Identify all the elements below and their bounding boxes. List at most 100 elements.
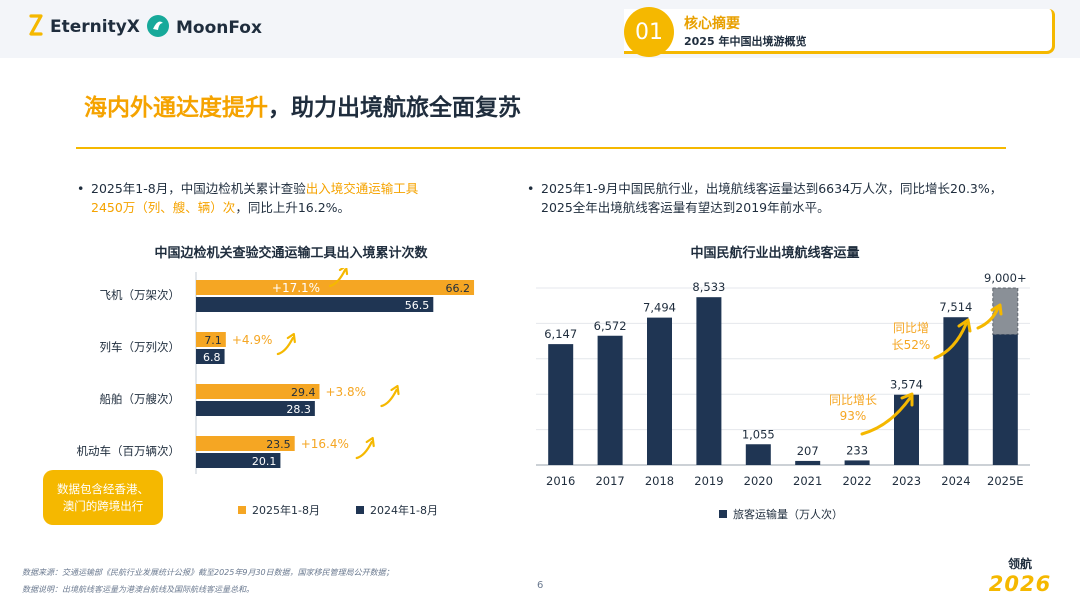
bar-2024	[196, 453, 281, 468]
growth-annotation-line-1: 同比增长	[829, 393, 877, 407]
bar	[992, 334, 1018, 465]
category-label: 列车（万列次）	[100, 340, 181, 354]
growth-arrow-stem	[976, 306, 1000, 330]
brand-mark: 领航 2026	[976, 555, 1064, 596]
bar	[647, 317, 672, 465]
growth-annotation: +4.9%	[232, 333, 273, 347]
left-legend-item-2025: 2025年1-8月	[238, 502, 320, 518]
data-label: 20.1	[252, 455, 277, 468]
data-label: 23.5	[266, 438, 291, 451]
right-bullet: • 2025年1-9月中国民航行业，出境航线客运量达到6634万人次，同比增长2…	[527, 179, 1041, 217]
growth-arrow-stem	[860, 396, 912, 436]
growth-arrow	[380, 384, 400, 408]
growth-arrow	[860, 392, 914, 436]
growth-annotation-line-1: 同比增	[893, 321, 929, 335]
growth-annotation-line-2: 长52%	[892, 338, 931, 352]
section-title: 核心摘要	[684, 16, 740, 32]
footer-source: 数据来源：交通运输部《民航行业发展统计公报》截至2025年9月30日数据，国家移…	[22, 568, 394, 577]
data-label: 7,494	[643, 301, 676, 315]
bar-2025	[196, 332, 226, 347]
right-bullet-line-1: 2025年1-9月中国民航行业，出境航线客运量达到6634万人次，同比增长20.…	[541, 181, 1003, 196]
moonfox-logo-text: MoonFox	[176, 18, 262, 38]
bar	[597, 335, 623, 465]
data-label: 66.2	[446, 282, 471, 295]
growth-arrow-stem	[933, 322, 968, 360]
growth-arrow	[276, 332, 296, 356]
growth-arrow	[933, 318, 972, 360]
x-tick-label: 2025E	[987, 474, 1024, 488]
category-label: 机动车（百万辆次）	[77, 444, 181, 458]
bullet-dot: •	[77, 181, 85, 196]
note-callout: 数据包含经香港、 澳门的跨境出行	[43, 470, 163, 525]
data-label: 9,000+	[984, 271, 1027, 285]
data-label: 1,055	[742, 427, 775, 441]
left-bullet-line-2: 2450万（列、艘、辆）次，同比上升16.2%。	[91, 200, 351, 215]
x-tick-label: 2018	[645, 474, 674, 488]
legend-swatch-orange	[238, 506, 246, 514]
legend-swatch-navy	[719, 510, 727, 518]
page-title-highlight: 海内外通达度提升	[84, 95, 268, 121]
bar-2024	[196, 349, 225, 364]
growth-arrow-head	[365, 436, 375, 448]
x-tick-label: 2016	[546, 474, 575, 488]
right-legend-item: 旅客运输量（万人次）	[719, 506, 843, 522]
category-label: 飞机（万架次）	[100, 288, 181, 302]
page-title-rest: ，助力出境航旅全面复苏	[268, 95, 521, 121]
data-label: 6,572	[594, 319, 627, 333]
bar	[795, 460, 821, 465]
x-tick-label: 2021	[793, 474, 822, 488]
growth-arrow-head	[957, 318, 972, 333]
left-legend-item-2024: 2024年1-8月	[356, 502, 438, 518]
x-tick-label: 2022	[842, 474, 871, 488]
growth-annotation: +17.1%	[272, 281, 320, 295]
x-tick-label: 2020	[744, 474, 773, 488]
data-label: 3,574	[890, 378, 923, 392]
right-bar-chart: 6,147 2016 6,572 2017 7,494 2018 8,533 2019 1,05…	[536, 271, 1030, 488]
growth-arrow	[328, 268, 349, 288]
growth-annotation: +3.8%	[325, 385, 366, 399]
x-tick-label: 2019	[694, 474, 723, 488]
bar-2024	[196, 297, 434, 312]
moonfox-logo: MoonFox	[146, 14, 262, 42]
section-subtitle: 2025 年中国出境游概览	[684, 35, 807, 48]
data-label: 29.4	[291, 386, 316, 399]
growth-arrow-stem	[328, 268, 347, 288]
eternityx-icon	[28, 14, 44, 40]
data-label: 207	[797, 444, 819, 458]
left-bullet: • 2025年1-8月，中国边检机关累计查验出入境交通运输工具 2450万（列、…	[77, 179, 491, 217]
x-tick-label: 2023	[892, 474, 921, 488]
right-bullet-line-2: 2025全年出境航线客运量有望达到2019年前水平。	[541, 200, 830, 215]
growth-arrow-head	[286, 332, 296, 344]
growth-arrow-head	[390, 384, 400, 396]
data-label: 56.5	[405, 299, 430, 312]
data-label: 8,533	[692, 280, 725, 294]
bar-2025	[196, 384, 320, 399]
footer-note: 数据说明：出境航线客运量为港澳台航线及国际航线客运量总和。	[22, 585, 254, 594]
eternityx-logo: EternityX	[28, 14, 140, 40]
data-label: 7,514	[939, 300, 972, 314]
growth-arrow-head	[338, 268, 349, 276]
bar-2025	[196, 280, 475, 295]
bar	[844, 460, 870, 465]
title-divider	[76, 147, 1006, 149]
data-label: 233	[846, 443, 868, 457]
bar-2024	[196, 401, 315, 416]
eternityx-logo-text: EternityX	[50, 17, 140, 37]
growth-arrow-head	[990, 303, 1003, 316]
data-label: 7.1	[204, 334, 222, 347]
category-label: 船舶（万艘次）	[100, 392, 181, 406]
legend-swatch-navy	[356, 506, 364, 514]
brand-line-2: 2026	[988, 572, 1052, 596]
left-bar-chart: 飞机（万架次） 66.2 56.5 +17.1% 列车（万列次） 7.1 6.8 +4.9% 船…	[77, 268, 475, 474]
right-chart-title: 中国民航行业出境航线客运量	[690, 246, 860, 261]
bullet-dot: •	[527, 181, 535, 196]
growth-annotation-line-2: 93%	[840, 409, 867, 423]
x-tick-label: 2017	[595, 474, 624, 488]
growth-arrow-stem	[355, 440, 373, 460]
bar	[745, 444, 771, 465]
data-label: 6.8	[203, 351, 221, 364]
growth-arrow-stem	[276, 336, 294, 356]
x-tick-label: 2024	[941, 474, 970, 488]
page-title: 海内外通达度提升，助力出境航旅全面复苏	[84, 88, 521, 122]
growth-arrow-stem	[380, 388, 398, 408]
